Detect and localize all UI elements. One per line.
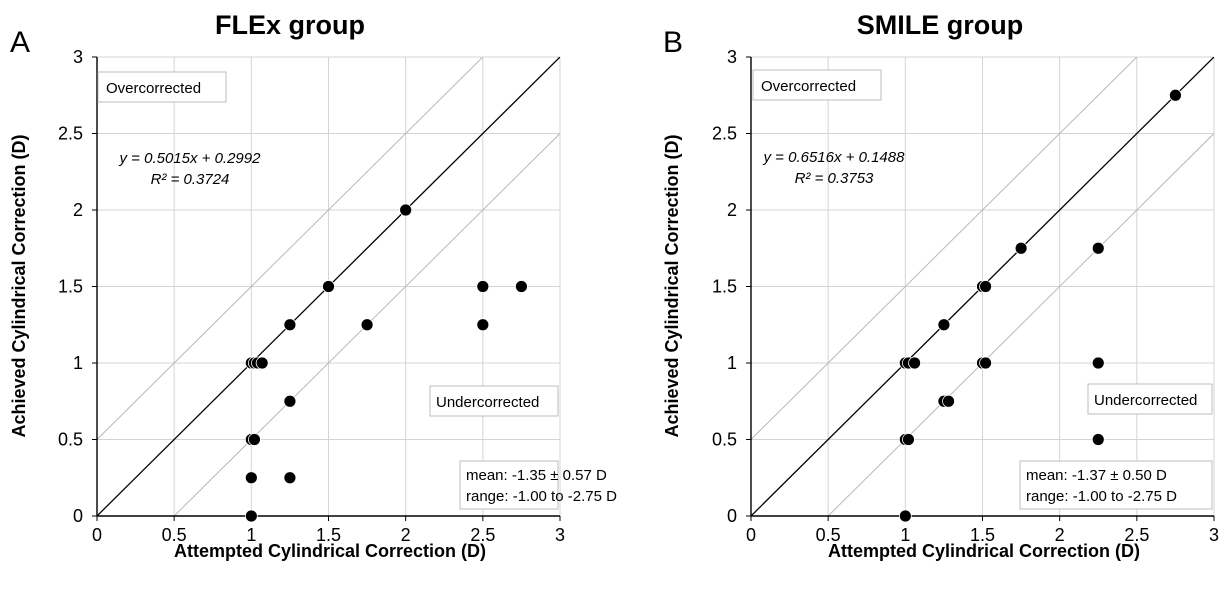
data-point (1169, 88, 1182, 102)
x-axis-label: Attempted Cylindrical Correction (D) (828, 541, 1140, 561)
overcorrected-label: Overcorrected (761, 78, 856, 95)
chart-title: SMILE group (857, 10, 1023, 40)
stats-line: range: -1.00 to -2.75 D (1026, 488, 1177, 505)
stats-line: range: -1.00 to -2.75 D (466, 488, 617, 505)
x-tick-label: 2.5 (470, 525, 495, 545)
data-point (476, 318, 490, 332)
reference-line-plus-half (97, 57, 484, 440)
regression-equation: y = 0.5015x + 0.2992 (119, 150, 262, 167)
y-tick-label: 0.5 (58, 430, 83, 450)
data-point (244, 471, 258, 485)
data-point (515, 280, 528, 293)
y-tick-label: 2 (727, 200, 737, 220)
chart-panel-a: 0 0.5 1 1.5 2 2.5 3 0 0.5 1 1.5 2 2.5 3 FLEx group A Att… (9, 10, 617, 561)
chart-title: FLEx group (215, 10, 365, 40)
stats-line: mean: -1.35 ± 0.57 D (466, 467, 607, 484)
data-point (898, 509, 912, 523)
data-point (937, 318, 951, 332)
data-points (244, 203, 528, 523)
data-point (255, 356, 269, 370)
y-tick-label: 2 (73, 200, 83, 220)
data-point (908, 356, 921, 370)
data-point (1014, 241, 1028, 255)
y-tick-label: 0 (727, 506, 737, 526)
x-tick-label: 3 (1209, 525, 1219, 545)
undercorrected-label: Undercorrected (436, 394, 539, 411)
data-point (248, 433, 261, 446)
data-point (244, 509, 258, 523)
undercorrected-label: Undercorrected (1094, 392, 1197, 409)
data-point (1091, 433, 1105, 446)
data-point (322, 280, 335, 293)
r-squared: R² = 0.3753 (795, 170, 874, 187)
panel-label: B (663, 26, 683, 59)
y-axis-label: Achieved Cylindrical Correction (D) (662, 134, 682, 437)
undercorrected-box (429, 385, 559, 417)
data-points (898, 88, 1182, 523)
y-tick-label: 1.5 (712, 277, 737, 297)
x-axis-label: Attempted Cylindrical Correction (D) (174, 541, 486, 561)
r-squared: R² = 0.3724 (151, 171, 230, 188)
data-point (1091, 241, 1105, 255)
data-point (942, 394, 955, 408)
x-tick-label: 0.5 (816, 525, 841, 545)
data-point (979, 280, 992, 293)
y-tick-label: 2.5 (712, 124, 737, 144)
data-point (399, 203, 413, 217)
x-tick-label: 1 (900, 525, 910, 545)
stats-box (1019, 460, 1213, 510)
y-tick-label: 0 (73, 506, 83, 526)
x-tick-label: 0 (746, 525, 756, 545)
x-tick-label: 0 (92, 525, 102, 545)
panel-label: A (10, 26, 30, 59)
data-point (283, 318, 297, 332)
x-tick-label: 1.5 (316, 525, 341, 545)
y-tick-label: 2.5 (58, 124, 83, 144)
y-tick-label: 3 (73, 47, 83, 67)
y-tick-label: 3 (727, 47, 737, 67)
data-point (979, 356, 992, 370)
chart-panel-b: 0 0.5 1 1.5 2 2.5 3 0 0.5 1 1.5 2 2.5 3 SMILE group B At… (662, 10, 1219, 561)
data-point (902, 433, 915, 446)
x-tick-label: 2 (1055, 525, 1065, 545)
data-point (1091, 356, 1105, 370)
reference-line-minus-half (827, 133, 1214, 516)
y-tick-label: 1 (727, 353, 737, 373)
x-tick-label: 3 (555, 525, 565, 545)
regression-equation: y = 0.6516x + 0.1488 (763, 149, 906, 166)
overcorrected-box (752, 69, 882, 101)
reference-line-plus-half (751, 57, 1138, 440)
data-point (283, 394, 297, 408)
y-tick-label: 1 (73, 353, 83, 373)
data-point (360, 318, 374, 332)
overcorrected-label: Overcorrected (106, 80, 201, 97)
stats-box (459, 460, 559, 510)
y-axis-label: Achieved Cylindrical Correction (D) (9, 134, 29, 437)
y-tick-label: 1.5 (58, 277, 83, 297)
undercorrected-box (1087, 383, 1213, 415)
x-tick-label: 2 (401, 525, 411, 545)
stats-line: mean: -1.37 ± 0.50 D (1026, 467, 1167, 484)
data-point (283, 471, 297, 485)
y-tick-label: 0.5 (712, 430, 737, 450)
x-tick-label: 0.5 (162, 525, 187, 545)
x-tick-label: 1 (246, 525, 256, 545)
overcorrected-box (97, 71, 227, 103)
x-tick-label: 1.5 (970, 525, 995, 545)
data-point (476, 280, 490, 293)
x-tick-label: 2.5 (1124, 525, 1149, 545)
